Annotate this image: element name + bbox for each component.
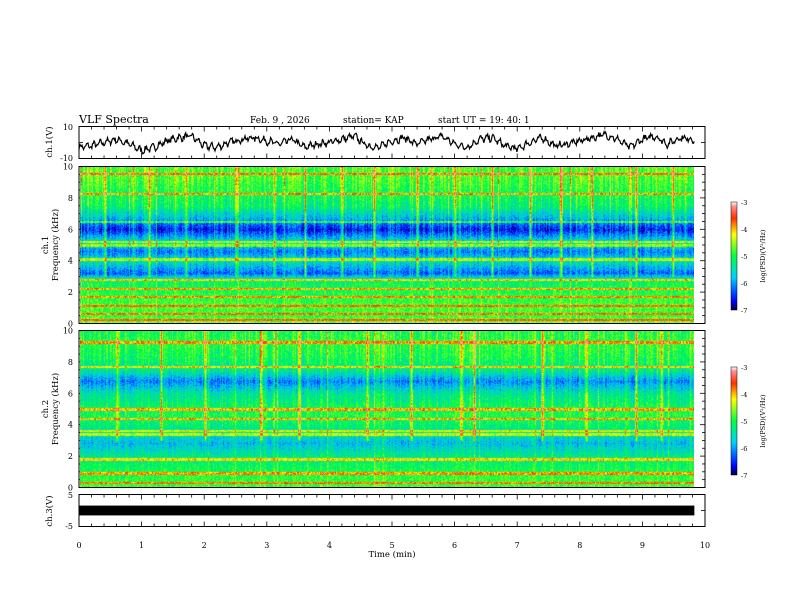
ch1-colorbar-gradient (730, 201, 738, 311)
ch2-ytick-8: 8 (68, 358, 73, 367)
xtick-7: 7 (515, 541, 520, 550)
ch2-ytick-4: 4 (68, 421, 73, 430)
ch1-colorbar: -3 -4 -5 -6 -7 log(PSD)(V²/Hz) (730, 199, 767, 315)
ch2-ytick-10: 10 (63, 327, 73, 336)
xtick-8: 8 (577, 541, 582, 550)
ch1-spectrogram-image (80, 167, 694, 323)
ch1-cb-tick-m6: -6 (741, 280, 747, 288)
xtick-10: 10 (700, 541, 710, 550)
ch3-waveform-band (79, 505, 695, 516)
ch2-ylabel-channel: ch.2 (41, 400, 51, 418)
ch2-cb-tick-m6: -6 (741, 445, 747, 453)
ch1-ytick-10: 10 (63, 163, 73, 172)
ch1-cb-tick-m5: -5 (741, 253, 747, 261)
x-axis-label: Time (min) (368, 549, 415, 560)
xtick-0: 0 (76, 541, 81, 550)
ch1-cb-tick-m4: -4 (741, 226, 747, 234)
ch1-ytick-8: 8 (68, 194, 73, 203)
xtick-2: 2 (202, 541, 207, 550)
ch1-cb-tick-m7: -7 (741, 307, 747, 315)
ch2-ytick-0: 0 (68, 484, 73, 493)
ch2-colorbar-label: log(PSD)(V²/Hz) (759, 394, 767, 447)
xtick-1: 1 (139, 541, 144, 550)
start-time-label: start UT = 19: 40: 1 (438, 116, 530, 126)
ch2-colorbar-gradient (730, 366, 738, 476)
ch2-cb-tick-m3: -3 (741, 364, 747, 372)
ch1-ylabel: ch.1(V) (44, 126, 55, 157)
ch1-ytick-4: 4 (68, 257, 73, 266)
ch1-ytick-6: 6 (68, 225, 73, 234)
ch2-ytick-6: 6 (68, 389, 73, 398)
figure-title: VLF Spectra (78, 113, 149, 126)
ch1-ytick-top: 10 (63, 123, 73, 132)
ch3-ytick-top: 5 (68, 491, 73, 500)
xtick-6: 6 (452, 541, 457, 550)
ch2-cb-tick-m7: -7 (741, 472, 747, 480)
xtick-3: 3 (264, 541, 269, 550)
date-label: Feb. 9 , 2026 (250, 116, 310, 126)
xtick-4: 4 (327, 541, 332, 550)
ch1-ytick-bottom: -10 (60, 154, 73, 163)
ch2-colorbar: -3 -4 -5 -6 -7 log(PSD)(V²/Hz) (730, 364, 767, 480)
ch1-colorbar-label: log(PSD)(V²/Hz) (759, 229, 767, 282)
ch1-ytick-0: 0 (68, 320, 73, 329)
ch2-ytick-2: 2 (68, 452, 73, 461)
ch2-ylabel-frequency: Frequency (kHz) (50, 373, 61, 445)
ch1-cb-tick-m3: -3 (741, 199, 747, 207)
ch2-spectrogram-image (80, 331, 694, 487)
ch2-cb-tick-m5: -5 (741, 418, 747, 426)
ch1-ylabel-frequency: Frequency (kHz) (50, 209, 61, 281)
xtick-5: 5 (389, 541, 394, 550)
station-label: station= KAP (343, 116, 404, 126)
ch3-ylabel: ch.3(V) (44, 495, 55, 526)
xtick-9: 9 (640, 541, 645, 550)
ch1-waveform-plot (78, 129, 695, 156)
ch1-ytick-2: 2 (68, 288, 73, 297)
ch1-spectrogram-yticks: 10 8 6 4 2 0 (63, 163, 73, 329)
ch2-spectrogram-yticks: 10 8 6 4 2 0 (63, 327, 73, 493)
ch2-cb-tick-m4: -4 (741, 391, 747, 399)
ch1-waveform-line (78, 129, 695, 156)
x-axis-tick-labels: 0 1 2 3 4 5 6 7 8 9 10 (76, 541, 710, 550)
ch1-ylabel-channel: ch.1 (41, 236, 51, 254)
ch3-ytick-bottom: -5 (65, 522, 73, 531)
